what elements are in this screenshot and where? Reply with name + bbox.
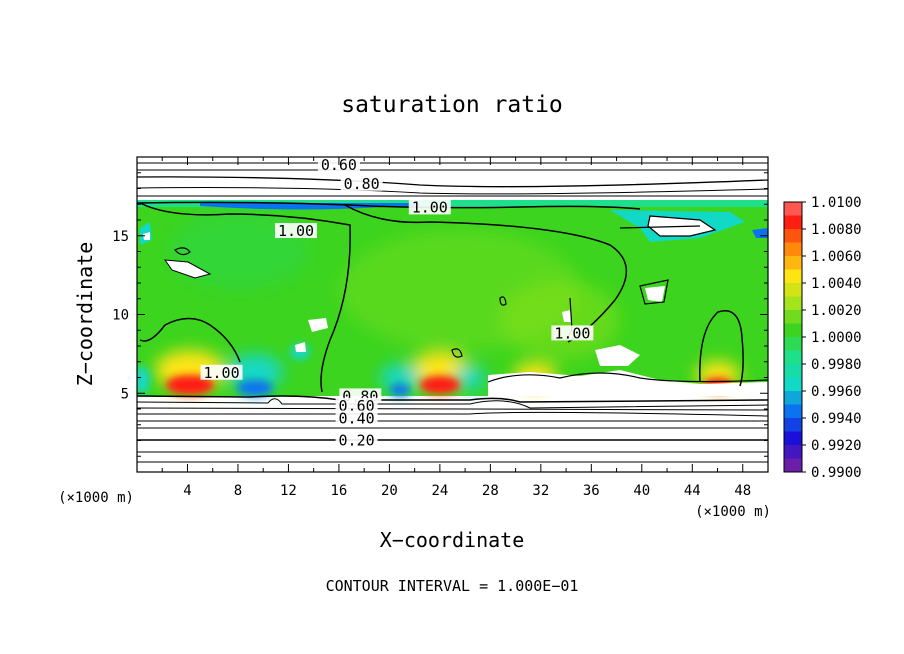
contour-label: 1.00 xyxy=(412,198,448,216)
z-unit-label: (×1000 m) xyxy=(58,490,134,506)
colorbar-tick-label: 1.0080 xyxy=(811,222,862,238)
colorbar-bin-shade xyxy=(784,364,802,378)
x-tick-label: 12 xyxy=(280,483,297,499)
y-tick-label: 5 xyxy=(121,386,129,402)
contour-label-bg xyxy=(335,410,378,426)
colorbar-bin-shade xyxy=(784,391,802,405)
x-tick-label: 20 xyxy=(381,483,398,499)
unsaturated-patches xyxy=(143,216,768,396)
colorbar-tick-label: 1.0020 xyxy=(811,303,862,319)
colorbar-bin-shade xyxy=(784,256,802,270)
contour-label-bg xyxy=(408,199,451,215)
colorbar-bin-shade xyxy=(784,337,802,351)
x-tick-label: 32 xyxy=(532,483,549,499)
contour-label: 0.60 xyxy=(339,397,375,415)
x-axis-ticks: 4 8 12 16 20 24 28 32 36 40 44 48 xyxy=(161,157,751,499)
colorbar-tick-label: 1.0060 xyxy=(811,249,862,265)
contour-lines xyxy=(137,162,768,463)
colorbar: 0.9900 0.9920 0.9940 0.9960 0.9980 1.0000 1.00… xyxy=(784,195,862,481)
contour-label-bg xyxy=(275,223,318,239)
colorbar-tick-label: 0.9920 xyxy=(811,438,862,454)
colorbar-tick-label: 0.9900 xyxy=(811,465,862,481)
contour-label: 1.00 xyxy=(554,324,590,342)
contour-label: 1.00 xyxy=(203,364,239,382)
x-tick-label: 28 xyxy=(482,483,499,499)
y-axis-ticks: 5 10 15 xyxy=(112,172,768,457)
y-tick-label: 15 xyxy=(112,229,129,245)
colorbar-bin-shade xyxy=(784,445,802,459)
contour-label: 0.40 xyxy=(339,409,375,427)
plot-area: 0.600.801.001.001.001.000.800.600.400.20 xyxy=(137,156,768,472)
colorbar-tick-label: 0.9960 xyxy=(811,384,862,400)
colorbar-bin-shade xyxy=(784,418,802,432)
contour-label-bg xyxy=(335,397,378,413)
colorbar-bin-shade xyxy=(784,310,802,324)
contour-label-bg xyxy=(340,175,383,191)
contour-label: 0.80 xyxy=(344,175,380,193)
colorbar-tick-label: 1.0000 xyxy=(811,330,862,346)
colorbar-frame xyxy=(783,201,803,473)
x-tick-label: 4 xyxy=(183,483,191,499)
colorbar-tick-label: 1.0040 xyxy=(811,276,862,292)
y-tick-label: 10 xyxy=(112,308,129,324)
contour-label: 0.20 xyxy=(339,432,375,450)
colorbar-tick-label: 1.0100 xyxy=(811,195,862,211)
x-tick-label: 40 xyxy=(633,483,650,499)
x-tick-label: 44 xyxy=(684,483,701,499)
chart-title: saturation ratio xyxy=(341,92,563,118)
contour-label-bg xyxy=(200,364,243,380)
x-tick-label: 24 xyxy=(431,483,448,499)
x-tick-label: 36 xyxy=(583,483,600,499)
x-tick-label: 8 xyxy=(234,483,242,499)
contour-interval-note: CONTOUR INTERVAL = 1.000E−01 xyxy=(326,577,579,595)
contour-label-bg xyxy=(551,325,594,341)
colorbar-tick-label: 0.9940 xyxy=(811,411,862,427)
contour-label-bg xyxy=(335,432,378,448)
colorbar-bin-shade xyxy=(784,283,802,297)
contour-labels: 0.600.801.001.001.001.000.800.600.400.20 xyxy=(200,156,594,450)
x-axis-label: X−coordinate xyxy=(380,528,525,552)
x-unit-label: (×1000 m) xyxy=(695,504,771,520)
contour-label: 0.60 xyxy=(321,156,357,174)
colorbar-bin-shade xyxy=(784,229,802,243)
contour-label: 1.00 xyxy=(278,222,314,240)
colorbar-tick-label: 0.9980 xyxy=(811,357,862,373)
x-tick-label: 48 xyxy=(734,483,751,499)
x-tick-label: 16 xyxy=(330,483,347,499)
colorbar-bin-shade xyxy=(784,202,802,216)
y-axis-label: Z−coordinate xyxy=(73,242,97,387)
